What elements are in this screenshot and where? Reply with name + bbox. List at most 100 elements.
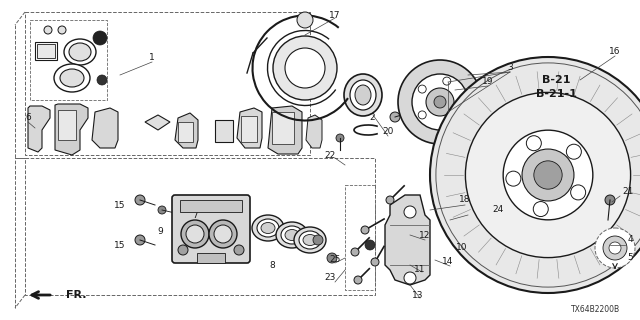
Circle shape	[503, 130, 593, 220]
Ellipse shape	[257, 219, 279, 237]
FancyBboxPatch shape	[172, 195, 250, 263]
Circle shape	[418, 111, 426, 119]
Circle shape	[365, 240, 375, 250]
Circle shape	[93, 31, 107, 45]
Text: 2: 2	[369, 114, 375, 123]
Text: 11: 11	[414, 266, 426, 275]
Bar	[37, 44, 55, 58]
Text: 25: 25	[330, 255, 340, 265]
Bar	[58, 110, 76, 140]
Bar	[35, 42, 57, 60]
Circle shape	[465, 92, 630, 258]
Text: 1: 1	[149, 53, 155, 62]
Text: B-21: B-21	[541, 75, 570, 85]
Ellipse shape	[281, 226, 303, 244]
Ellipse shape	[355, 85, 371, 105]
Circle shape	[404, 206, 416, 218]
Circle shape	[135, 195, 145, 205]
Ellipse shape	[54, 64, 90, 92]
Ellipse shape	[303, 235, 317, 245]
Circle shape	[327, 253, 337, 263]
Circle shape	[44, 26, 52, 34]
Circle shape	[178, 245, 188, 255]
Circle shape	[234, 245, 244, 255]
Circle shape	[354, 276, 362, 284]
Circle shape	[336, 134, 344, 142]
Circle shape	[135, 235, 145, 245]
Circle shape	[443, 77, 451, 85]
Ellipse shape	[344, 74, 382, 116]
Polygon shape	[175, 113, 198, 148]
Text: 19: 19	[483, 77, 493, 86]
Text: 10: 10	[456, 243, 468, 252]
Polygon shape	[92, 108, 118, 148]
Polygon shape	[385, 195, 430, 285]
Ellipse shape	[285, 229, 299, 241]
Text: 5: 5	[627, 253, 633, 262]
Bar	[241, 116, 257, 142]
Polygon shape	[268, 106, 302, 154]
Text: FR.: FR.	[66, 290, 86, 300]
Circle shape	[443, 119, 451, 127]
Circle shape	[313, 235, 323, 245]
Circle shape	[404, 272, 416, 284]
Circle shape	[58, 26, 66, 34]
Circle shape	[566, 144, 581, 159]
Text: 21: 21	[622, 188, 634, 196]
Circle shape	[571, 185, 586, 200]
Text: 18: 18	[460, 196, 471, 204]
Bar	[215, 120, 233, 142]
Circle shape	[297, 12, 313, 28]
Text: 15: 15	[115, 241, 125, 250]
Text: 14: 14	[442, 258, 454, 267]
Ellipse shape	[252, 215, 284, 241]
Text: 16: 16	[609, 47, 621, 57]
Circle shape	[209, 220, 237, 248]
Bar	[197, 253, 225, 263]
Circle shape	[603, 236, 627, 260]
Circle shape	[418, 85, 426, 93]
Polygon shape	[237, 108, 262, 148]
Circle shape	[351, 248, 359, 256]
Polygon shape	[306, 115, 322, 148]
Circle shape	[97, 75, 107, 85]
Text: 4: 4	[627, 236, 633, 244]
Ellipse shape	[261, 222, 275, 234]
Text: 13: 13	[412, 291, 424, 300]
Text: 12: 12	[419, 230, 431, 239]
Polygon shape	[55, 104, 88, 155]
Circle shape	[273, 36, 337, 100]
Ellipse shape	[299, 231, 321, 249]
Circle shape	[214, 225, 232, 243]
Circle shape	[361, 226, 369, 234]
Circle shape	[522, 149, 574, 201]
Text: 23: 23	[324, 274, 336, 283]
Circle shape	[609, 242, 621, 254]
Polygon shape	[28, 106, 50, 152]
Circle shape	[533, 202, 548, 217]
Text: 17: 17	[329, 11, 340, 20]
Ellipse shape	[276, 222, 308, 248]
Circle shape	[285, 48, 325, 88]
Circle shape	[181, 220, 209, 248]
Circle shape	[534, 161, 562, 189]
Ellipse shape	[69, 43, 91, 61]
Circle shape	[412, 74, 468, 130]
Text: 3: 3	[507, 63, 513, 73]
Circle shape	[371, 258, 379, 266]
Text: TX64B2200B: TX64B2200B	[571, 306, 620, 315]
Bar	[180, 200, 242, 212]
Circle shape	[430, 57, 640, 293]
Bar	[272, 112, 294, 144]
Ellipse shape	[350, 80, 376, 110]
Circle shape	[595, 228, 635, 268]
Circle shape	[434, 96, 446, 108]
Ellipse shape	[64, 39, 96, 65]
Text: 15: 15	[115, 201, 125, 210]
Ellipse shape	[294, 227, 326, 253]
Polygon shape	[145, 115, 170, 130]
Text: 20: 20	[382, 127, 394, 137]
Circle shape	[186, 225, 204, 243]
Text: 6: 6	[25, 114, 31, 123]
Circle shape	[605, 195, 615, 205]
